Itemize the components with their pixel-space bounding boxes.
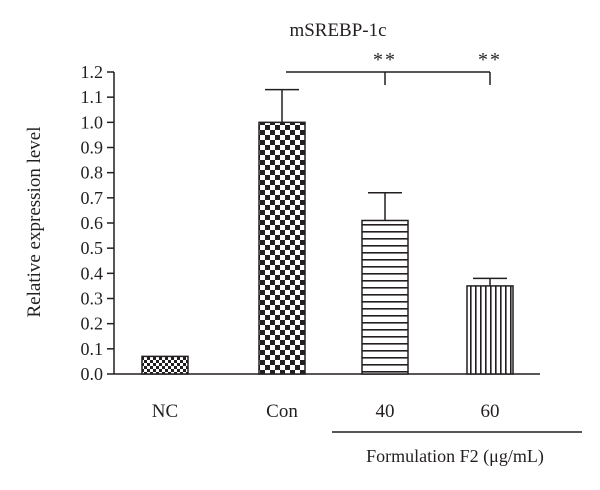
bar-40 xyxy=(361,219,409,375)
y-tick-label: 0.5 xyxy=(81,238,104,258)
significance-stars: ** xyxy=(478,49,502,71)
group-label: Formulation F2 (μg/mL) xyxy=(366,446,544,467)
category-labels: NC Con 40 60 xyxy=(152,401,500,422)
category-label: Con xyxy=(266,401,298,422)
y-tick-label: 0.8 xyxy=(81,163,104,183)
y-tick-label: 0.6 xyxy=(81,213,104,233)
y-tick-label: 0.3 xyxy=(81,289,104,309)
chart-title: mSREBP-1c xyxy=(289,20,386,41)
category-label: 60 xyxy=(481,401,500,422)
axes: 0.0 0.1 0.2 0.3 0.4 0.5 0.6 0.7 0.8 0.9 1.0 1.1 1.2 xyxy=(81,62,540,384)
y-tick-label: 0.2 xyxy=(81,314,104,334)
y-tick-label: 1.0 xyxy=(81,112,104,132)
y-tick-label: 0.7 xyxy=(81,188,104,208)
y-tick-label: 0.0 xyxy=(81,364,104,384)
bar-60 xyxy=(466,285,514,375)
y-tick-label: 1.1 xyxy=(81,87,104,107)
bar-nc xyxy=(141,355,189,375)
y-axis-label: Relative expression level xyxy=(24,127,45,318)
y-tick-label: 0.4 xyxy=(81,263,104,283)
y-tick-label: 0.1 xyxy=(81,339,104,359)
category-label: 40 xyxy=(376,401,395,422)
significance-annotations: ** ** xyxy=(286,49,502,85)
error-bars xyxy=(265,88,507,286)
y-tick-label: 1.2 xyxy=(81,62,104,82)
bar-con xyxy=(258,121,306,375)
category-label: NC xyxy=(152,401,178,422)
bars xyxy=(141,121,514,375)
significance-stars: ** xyxy=(373,49,397,71)
y-tick-label: 0.9 xyxy=(81,138,104,158)
